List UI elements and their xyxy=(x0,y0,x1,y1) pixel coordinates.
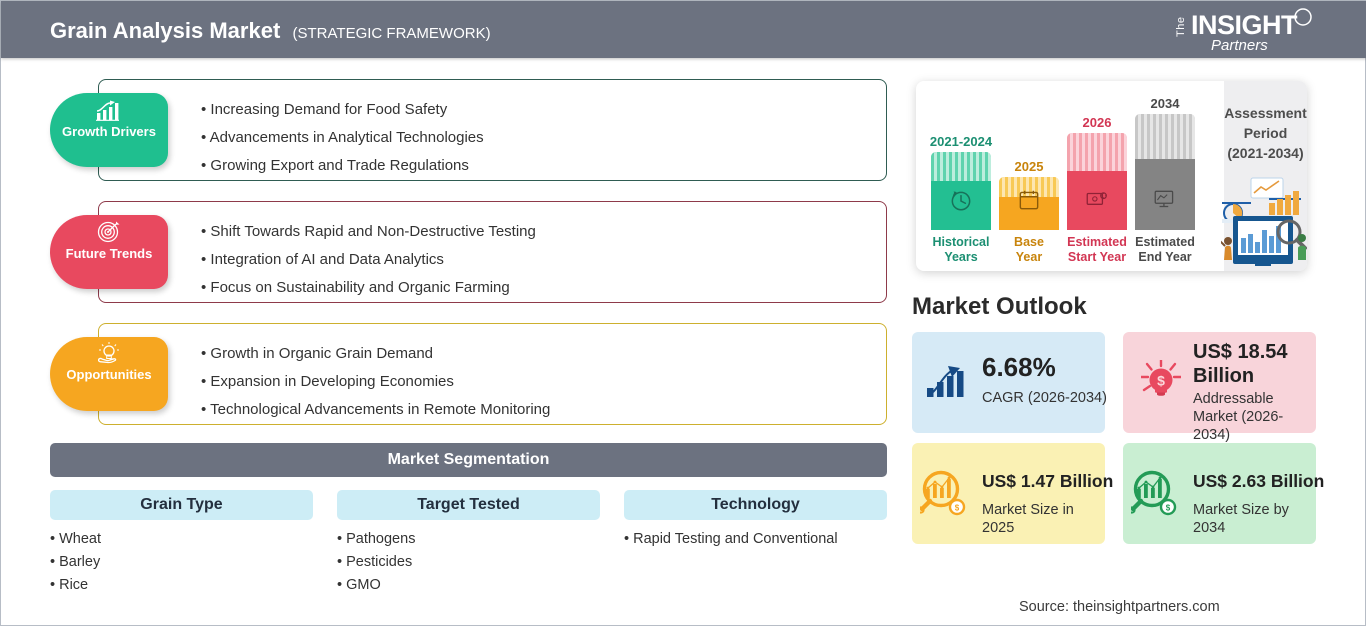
svg-text:$: $ xyxy=(955,504,960,513)
svg-text:$: $ xyxy=(1166,504,1171,513)
svg-text:INSIGHT: INSIGHT xyxy=(1191,10,1298,40)
svg-text:$: $ xyxy=(1157,373,1165,389)
svg-text:Partners: Partners xyxy=(1211,37,1268,53)
svg-text:The: The xyxy=(1175,17,1187,37)
